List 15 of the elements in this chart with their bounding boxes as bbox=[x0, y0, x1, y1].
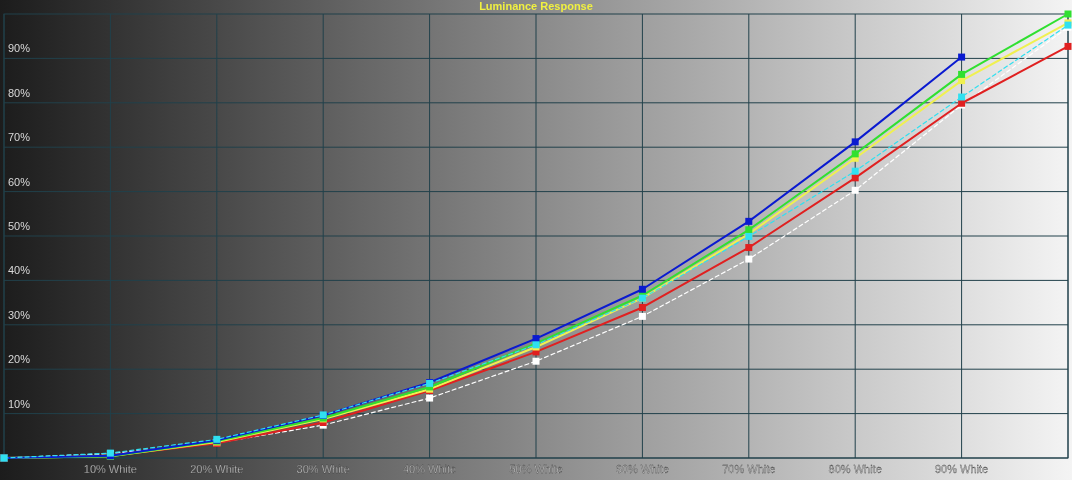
y-tick-label: 50% bbox=[8, 220, 31, 232]
y-tick-label: 10% bbox=[8, 397, 31, 410]
x-tick-label: 70% White bbox=[722, 463, 776, 475]
x-tick-label: 10% White bbox=[83, 463, 137, 475]
y-tick-label: 90% bbox=[8, 42, 31, 55]
x-tick-label: 20% White bbox=[190, 463, 244, 475]
x-tick-label: 80% White bbox=[828, 463, 882, 475]
y-tick-label: 70% bbox=[8, 131, 31, 144]
x-tick-label: 90% White bbox=[935, 463, 989, 475]
y-tick-label: 80% bbox=[8, 86, 31, 99]
y-tick-label: 30% bbox=[8, 308, 31, 321]
y-tick-label: 20% bbox=[8, 353, 31, 366]
chart-title: Luminance Response bbox=[479, 0, 593, 12]
y-tick-label: 60% bbox=[8, 175, 31, 188]
y-tick-label: 40% bbox=[8, 264, 31, 277]
